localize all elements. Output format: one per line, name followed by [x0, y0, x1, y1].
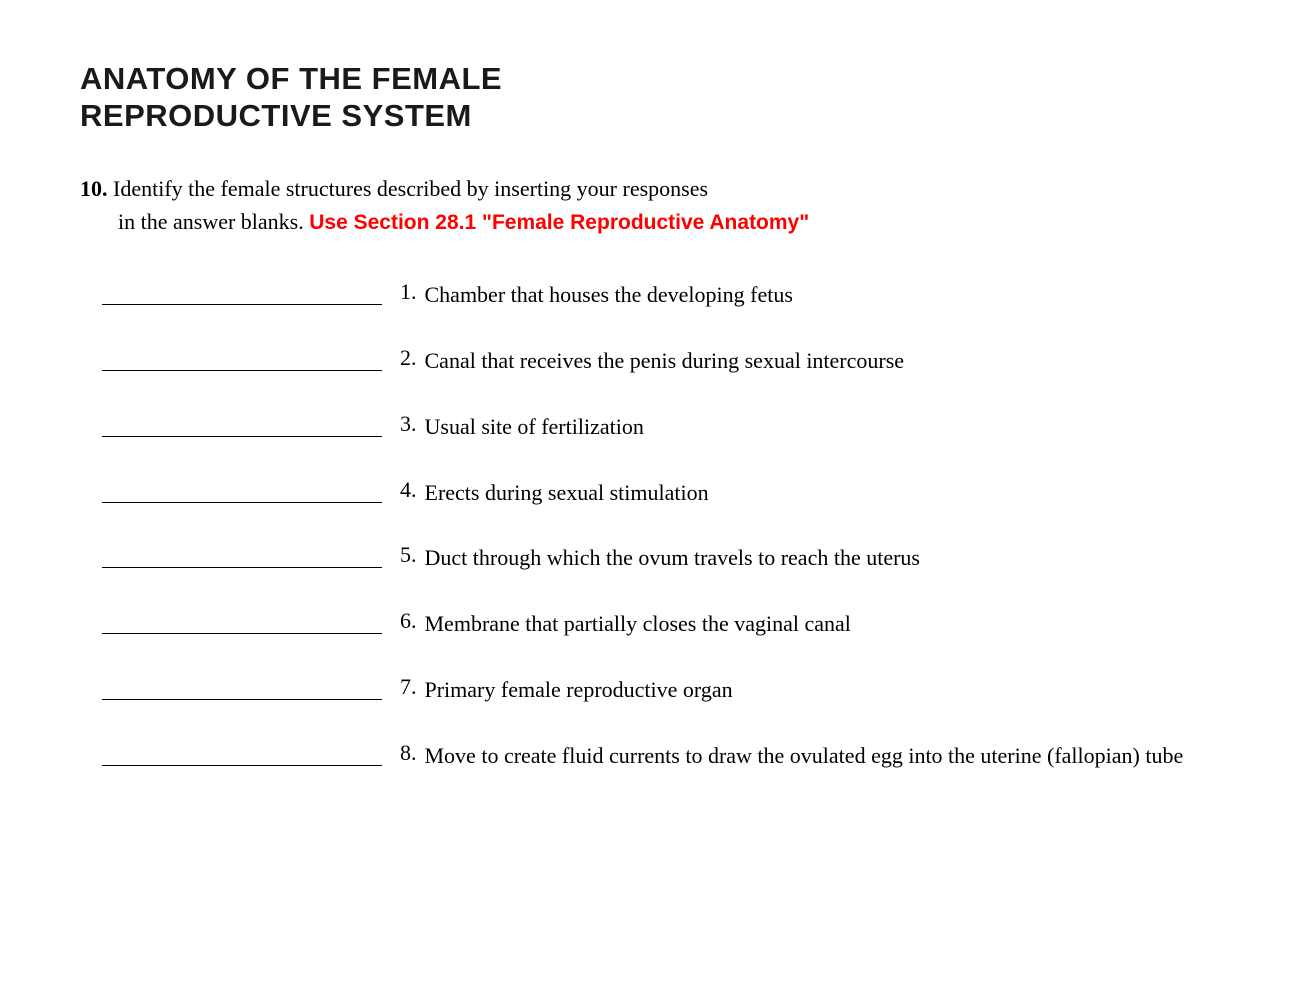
item-number: 4.: [400, 477, 417, 509]
item-number: 3.: [400, 411, 417, 443]
answer-blank[interactable]: [102, 279, 382, 305]
item-description: Usual site of fertilization: [425, 411, 644, 443]
fill-in-item: 5. Duct through which the ovum travels t…: [102, 542, 1232, 574]
answer-blank[interactable]: [102, 411, 382, 437]
item-description: Chamber that houses the developing fetus: [425, 279, 793, 311]
item-number: 1.: [400, 279, 417, 311]
title-line-1: ANATOMY OF THE FEMALE: [80, 61, 502, 96]
answer-blank[interactable]: [102, 608, 382, 634]
instruction-line-2: in the answer blanks.: [118, 209, 304, 234]
item-number: 6.: [400, 608, 417, 640]
instruction-block: 10. Identify the female structures descr…: [80, 172, 1232, 239]
fill-in-item: 6. Membrane that partially closes the va…: [102, 608, 1232, 640]
fill-in-item: 2. Canal that receives the penis during …: [102, 345, 1232, 377]
item-description: Primary female reproductive organ: [425, 674, 733, 706]
question-number: 10.: [80, 176, 108, 201]
fill-in-item: 1. Chamber that houses the developing fe…: [102, 279, 1232, 311]
item-description: Canal that receives the penis during sex…: [425, 345, 905, 377]
item-number: 2.: [400, 345, 417, 377]
fill-in-items-container: 1. Chamber that houses the developing fe…: [102, 279, 1232, 772]
fill-in-item: 8. Move to create fluid currents to draw…: [102, 740, 1232, 772]
fill-in-item: 4. Erects during sexual stimulation: [102, 477, 1232, 509]
item-number: 8.: [400, 740, 417, 772]
answer-blank[interactable]: [102, 674, 382, 700]
answer-blank[interactable]: [102, 477, 382, 503]
item-description: Erects during sexual stimulation: [425, 477, 709, 509]
answer-blank[interactable]: [102, 740, 382, 766]
item-description: Membrane that partially closes the vagin…: [425, 608, 851, 640]
item-description: Duct through which the ovum travels to r…: [425, 542, 920, 574]
item-description: Move to create fluid currents to draw th…: [425, 740, 1184, 772]
title-line-2: REPRODUCTIVE SYSTEM: [80, 98, 472, 133]
instruction-line-1: Identify the female structures described…: [113, 176, 708, 201]
section-reference-note: Use Section 28.1 "Female Reproductive An…: [309, 211, 809, 234]
answer-blank[interactable]: [102, 542, 382, 568]
answer-blank[interactable]: [102, 345, 382, 371]
fill-in-item: 7. Primary female reproductive organ: [102, 674, 1232, 706]
item-number: 7.: [400, 674, 417, 706]
item-number: 5.: [400, 542, 417, 574]
fill-in-item: 3. Usual site of fertilization: [102, 411, 1232, 443]
worksheet-title: ANATOMY OF THE FEMALE REPRODUCTIVE SYSTE…: [80, 60, 1232, 134]
